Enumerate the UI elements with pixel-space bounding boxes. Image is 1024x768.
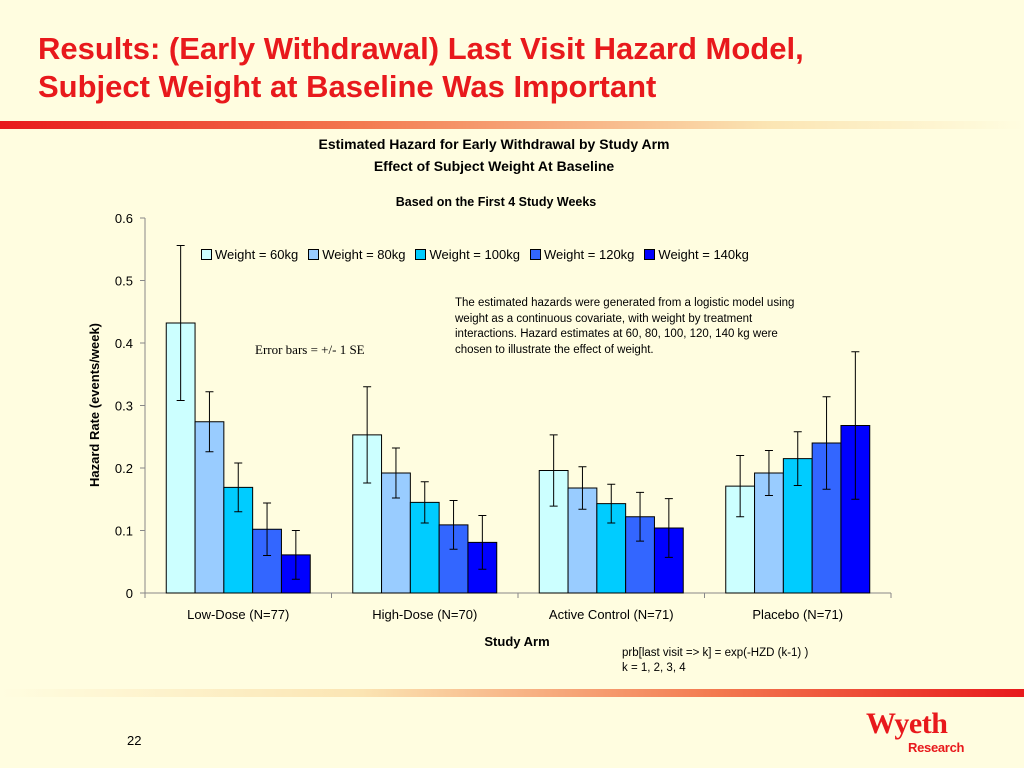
chart-legend: Weight = 60kg Weight = 80kg Weight = 100kg… bbox=[201, 244, 851, 264]
x-axis-label: Study Arm bbox=[484, 634, 549, 649]
legend-item: Weight = 120kg bbox=[529, 246, 635, 262]
legend-item: Weight = 60kg bbox=[201, 247, 298, 262]
footer-divider bbox=[0, 689, 1024, 697]
formula-note: prb[last visit => k] = exp(-HZD (k-1) ) … bbox=[622, 646, 808, 676]
legend-swatch bbox=[308, 248, 320, 260]
title-divider bbox=[0, 121, 1024, 129]
formula-line2: k = 1, 2, 3, 4 bbox=[622, 662, 686, 674]
chart-subtitle: Effect of Subject Weight At Baseline bbox=[374, 158, 615, 174]
y-tick-label: 0.6 bbox=[115, 211, 133, 226]
legend-label: Weight = 60kg bbox=[215, 246, 299, 262]
method-note: The estimated hazards were generated fro… bbox=[455, 297, 795, 356]
y-tick-label: 0 bbox=[126, 586, 133, 601]
y-tick-label: 0.4 bbox=[115, 336, 133, 351]
chart-error-bars bbox=[176, 245, 860, 580]
legend-item: Weight = 140kg bbox=[644, 246, 749, 262]
page-number: 22 bbox=[127, 733, 142, 748]
y-tick-labels: 0 0.1 0.2 0.3 0.4 0.5 0.6 bbox=[115, 211, 133, 601]
legend-swatch bbox=[201, 248, 212, 260]
x-tick-label: High-Dose (N=70) bbox=[372, 607, 477, 622]
legend-swatch bbox=[415, 248, 427, 260]
chart-title: Estimated Hazard for Early Withdrawal by… bbox=[319, 136, 670, 152]
y-tick-label: 0.3 bbox=[115, 399, 133, 414]
wyeth-logo: Wyeth Research bbox=[866, 707, 976, 755]
legend-label: Weight = 80kg bbox=[322, 246, 406, 262]
y-tick-label: 0.1 bbox=[115, 524, 133, 539]
x-tick-labels: Low-Dose (N=77) High-Dose (N=70) Active Co… bbox=[187, 607, 843, 622]
legend-label: Weight = 140kg bbox=[658, 246, 749, 262]
hazard-bar-chart: Estimated Hazard for Early Withdrawal by… bbox=[87, 136, 892, 649]
chart-bars bbox=[165, 322, 871, 594]
y-tick-label: 0.2 bbox=[115, 461, 133, 476]
x-tick-label: Placebo (N=71) bbox=[752, 607, 843, 622]
logo-wordmark: Wyeth bbox=[866, 707, 948, 740]
slide-title: Results: (Early Withdrawal) Last Visit H… bbox=[38, 30, 998, 106]
legend-label: Weight = 120kg bbox=[543, 246, 635, 262]
slide-title-line1: Results: (Early Withdrawal) Last Visit H… bbox=[38, 31, 804, 66]
chart-caption: Based on the First 4 Study Weeks bbox=[396, 195, 597, 209]
y-tick-label: 0.5 bbox=[115, 274, 133, 289]
y-axis-label: Hazard Rate (events/week) bbox=[87, 323, 102, 487]
legend-label: Weight = 100kg bbox=[429, 246, 520, 262]
bar bbox=[811, 442, 842, 594]
formula-line1: prb[last visit => k] = exp(-HZD (k-1) ) bbox=[622, 647, 809, 659]
logo-subtitle: Research bbox=[908, 740, 965, 755]
x-tick-label: Active Control (N=71) bbox=[549, 607, 674, 622]
legend-item: Weight = 80kg bbox=[308, 247, 405, 262]
legend-swatch bbox=[644, 248, 656, 260]
legend-swatch bbox=[529, 248, 541, 260]
error-bars-note: Error bars = +/- 1 SE bbox=[255, 342, 365, 357]
legend-item: Weight = 100kg bbox=[415, 246, 520, 262]
x-tick-label: Low-Dose (N=77) bbox=[187, 607, 289, 622]
slide-title-line2: Subject Weight at Baseline Was Important bbox=[38, 69, 657, 104]
